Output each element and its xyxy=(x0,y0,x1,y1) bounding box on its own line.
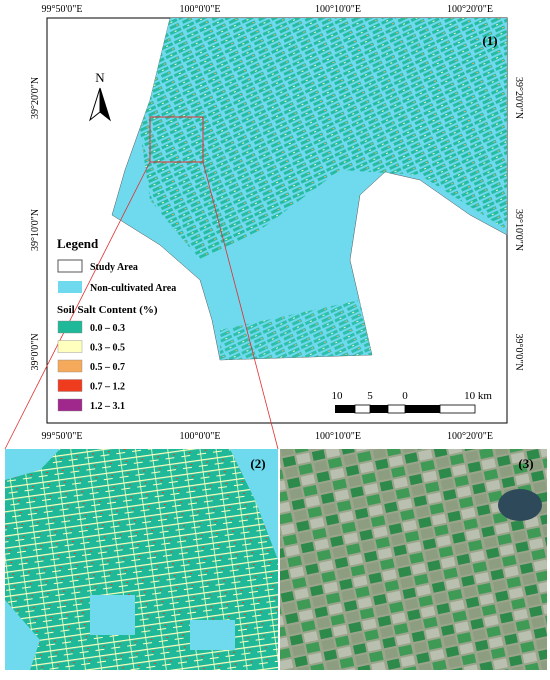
legend: Legend Study Area Non-cultivated Area So… xyxy=(57,236,176,412)
legend-label: Non-cultivated Area xyxy=(90,283,176,294)
salt-map xyxy=(140,18,507,360)
non-cultivated xyxy=(5,600,40,670)
legend-label: 0.3 – 0.5 xyxy=(90,343,125,354)
north-label: N xyxy=(95,70,105,85)
zoom-line xyxy=(202,161,279,450)
lat-label: 39°0'0"N xyxy=(30,333,41,370)
lon-label: 99°50'0"E xyxy=(42,4,83,15)
legend-swatch xyxy=(57,379,83,392)
scale-label: 10 km xyxy=(464,390,492,402)
panel-label: (3) xyxy=(518,456,533,471)
lon-label: 100°10'0"E xyxy=(315,4,361,15)
lat-label: 39°20'0"N xyxy=(513,77,524,119)
zoom-line xyxy=(4,161,151,450)
non-cultivated xyxy=(5,449,60,480)
legend-label: 0.7 – 1.2 xyxy=(90,382,125,393)
legend-swatch xyxy=(57,340,83,353)
legend-swatch xyxy=(58,281,82,293)
legend-swatch xyxy=(57,398,83,412)
legend-swatch xyxy=(57,359,83,373)
legend-swatch xyxy=(57,320,83,334)
scale-label: 0 xyxy=(402,390,408,402)
scale-label: 5 xyxy=(367,390,373,402)
lat-label: 39°0'0"N xyxy=(513,333,524,370)
lon-label: 100°20'0"E xyxy=(447,4,493,15)
legend-subtitle: Soil Salt Content (%) xyxy=(57,304,158,316)
legend-swatch xyxy=(57,259,83,273)
lon-label: 99°50'0"E xyxy=(42,431,83,442)
non-cultivated xyxy=(90,595,135,635)
zoom-panel xyxy=(5,449,278,670)
lat-label: 39°10'0"N xyxy=(513,209,524,251)
panel-label: (1) xyxy=(482,33,497,48)
legend-label: Study Area xyxy=(90,262,138,273)
north-arrow: N xyxy=(89,70,111,122)
legend-title: Legend xyxy=(57,236,99,251)
scale-bar: 10 5 0 10 km xyxy=(332,390,492,414)
lake xyxy=(498,489,542,521)
non-cultivated xyxy=(230,449,278,560)
legend-label: 0.0 – 0.3 xyxy=(90,323,125,334)
scale-label: 10 xyxy=(332,390,344,402)
lon-label: 100°20'0"E xyxy=(447,431,493,442)
panel-label: (2) xyxy=(250,456,265,471)
lat-label: 39°20'0"N xyxy=(30,77,41,119)
lon-label: 100°0'0"E xyxy=(180,4,221,15)
lon-label: 100°10'0"E xyxy=(315,431,361,442)
legend-label: 1.2 – 3.1 xyxy=(90,401,125,412)
lat-label: 39°10'0"N xyxy=(30,209,41,251)
non-cultivated xyxy=(190,620,235,650)
legend-label: 0.5 – 0.7 xyxy=(90,362,125,373)
zoom-box xyxy=(149,116,204,163)
satellite-panel xyxy=(280,449,547,670)
lon-label: 100°0'0"E xyxy=(180,431,221,442)
